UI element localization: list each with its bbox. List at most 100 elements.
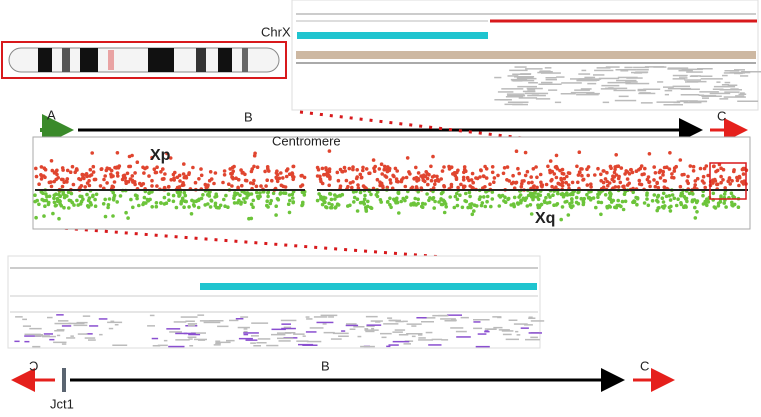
data-dot <box>660 205 665 209</box>
data-dot <box>554 203 558 207</box>
data-dot <box>679 193 683 198</box>
data-dot <box>265 178 270 182</box>
data-dot <box>165 151 169 156</box>
data-dot <box>442 210 447 215</box>
data-dot <box>281 176 285 180</box>
data-dot <box>460 205 465 210</box>
read <box>667 68 682 70</box>
read <box>498 329 510 331</box>
read <box>697 68 713 70</box>
data-dot <box>69 191 74 196</box>
data-dot <box>693 179 698 183</box>
data-dot <box>275 172 280 177</box>
data-dot <box>729 191 734 195</box>
read <box>253 345 261 347</box>
read <box>305 331 317 333</box>
data-dot <box>403 184 408 189</box>
read <box>724 91 740 93</box>
data-dot <box>538 203 543 208</box>
data-dot <box>724 205 728 209</box>
read <box>203 321 221 324</box>
data-dot <box>142 195 147 200</box>
data-dot <box>347 166 352 171</box>
read <box>636 69 649 71</box>
read <box>637 88 646 91</box>
read <box>431 338 443 341</box>
read <box>605 66 620 68</box>
data-dot <box>662 185 667 189</box>
data-dot <box>498 195 503 199</box>
data-dot <box>350 185 354 190</box>
read <box>56 314 64 316</box>
data-dot <box>292 175 296 179</box>
data-dot <box>652 178 656 182</box>
data-dot <box>704 164 709 168</box>
data-dot <box>440 169 445 173</box>
data-dot <box>722 201 726 205</box>
data-dot <box>42 166 47 170</box>
data-dot <box>61 168 65 172</box>
data-dot <box>133 171 137 175</box>
data-dot <box>395 169 400 173</box>
read <box>383 323 399 325</box>
data-dot <box>243 178 248 183</box>
data-dot <box>386 199 390 204</box>
data-dot <box>388 178 393 182</box>
read <box>548 89 558 91</box>
read <box>306 318 313 320</box>
read <box>47 316 53 319</box>
read <box>380 332 392 335</box>
data-dot <box>60 184 65 189</box>
chromosome-ideogram <box>1 41 287 79</box>
data-dot <box>42 214 46 218</box>
data-dot <box>50 168 55 173</box>
data-dot <box>66 190 71 195</box>
data-dot <box>124 179 128 184</box>
data-dot <box>223 204 227 208</box>
data-dot <box>489 204 493 209</box>
data-dot <box>98 184 103 188</box>
read <box>510 78 528 81</box>
read <box>721 84 729 86</box>
data-dot <box>361 184 366 188</box>
data-dot <box>585 167 589 171</box>
read <box>735 95 745 97</box>
data-dot <box>533 191 537 195</box>
data-dot <box>266 190 271 194</box>
data-dot <box>300 183 305 187</box>
data-dot <box>133 193 138 197</box>
read <box>517 77 537 80</box>
data-dot <box>519 184 524 189</box>
read <box>514 66 527 68</box>
data-dot <box>93 204 98 208</box>
data-dot <box>355 197 360 201</box>
data-dot <box>535 175 539 180</box>
data-dot <box>291 196 295 200</box>
data-dot <box>135 160 140 164</box>
data-dot <box>169 178 173 182</box>
data-dot <box>141 202 145 207</box>
read <box>438 314 449 317</box>
data-dot <box>150 205 154 209</box>
read <box>15 316 23 318</box>
read <box>508 319 518 321</box>
data-dot <box>623 172 627 176</box>
data-dot <box>441 190 445 194</box>
read <box>188 324 196 327</box>
data-dot <box>593 173 597 177</box>
data-dot <box>274 204 279 208</box>
data-dot <box>523 173 528 178</box>
read <box>515 330 519 333</box>
data-dot <box>166 192 171 196</box>
data-dot <box>425 172 430 176</box>
data-dot <box>458 193 462 197</box>
read <box>581 69 587 72</box>
data-dot <box>616 176 621 181</box>
data-dot <box>479 203 484 208</box>
data-dot <box>182 190 187 195</box>
data-dot <box>365 204 370 209</box>
read <box>22 325 31 327</box>
read <box>226 339 235 342</box>
data-dot <box>637 178 642 183</box>
read <box>152 345 161 347</box>
